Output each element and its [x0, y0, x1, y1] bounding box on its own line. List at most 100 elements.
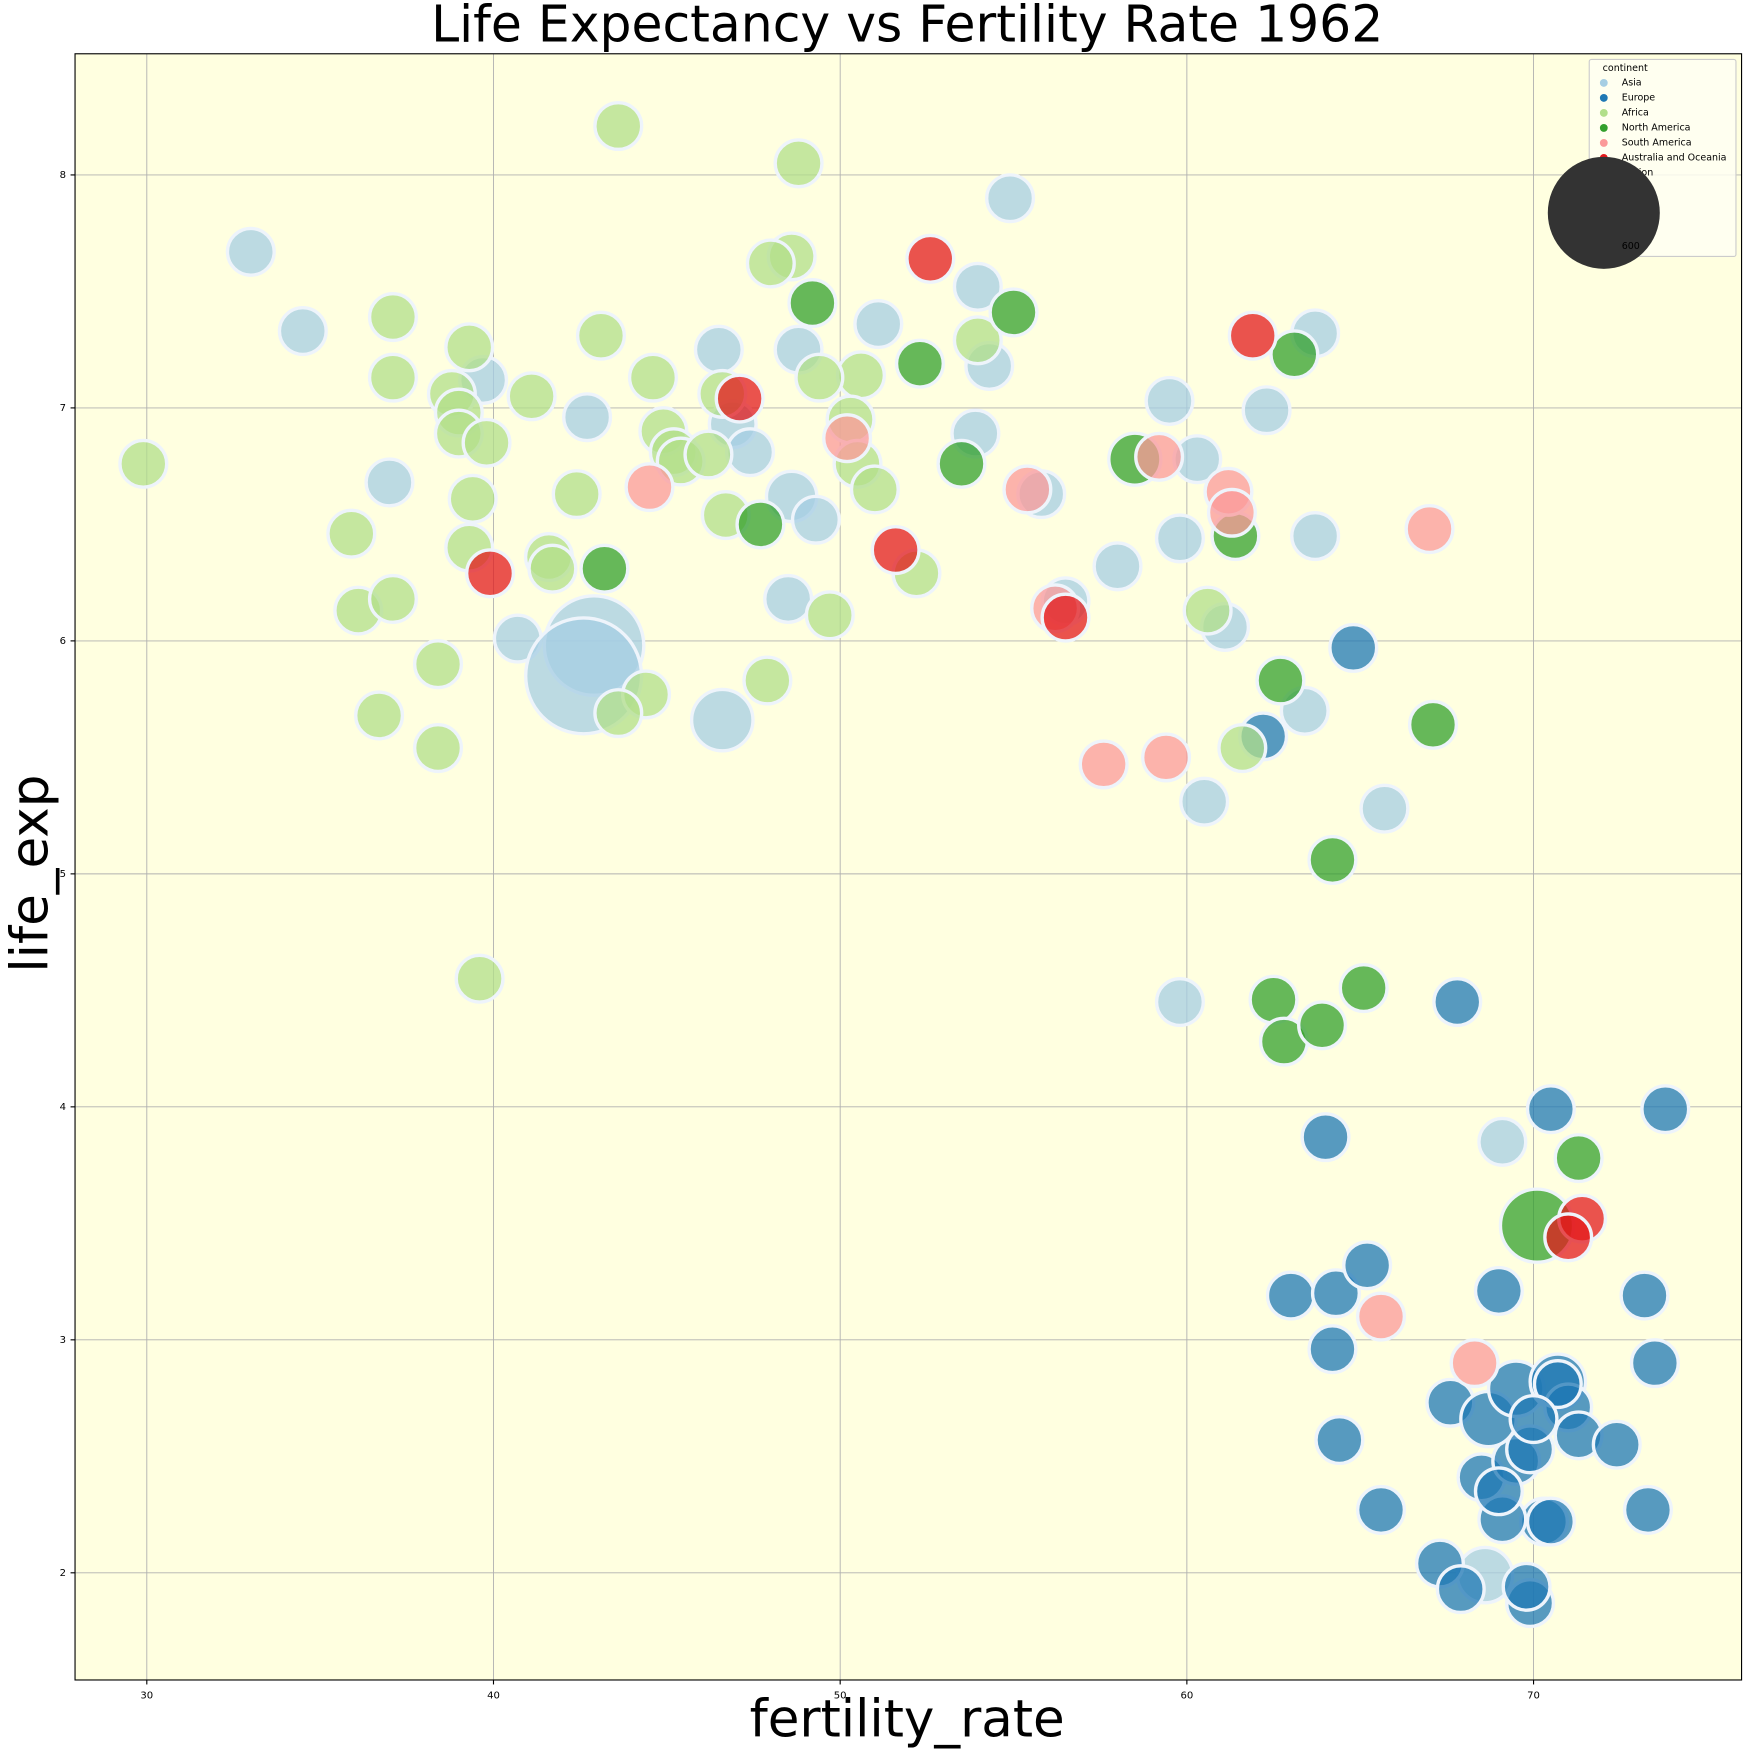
point — [1640, 1084, 1691, 1135]
point — [1435, 1564, 1486, 1615]
point — [367, 352, 418, 403]
point — [1532, 1359, 1583, 1410]
legend-label: Australia and Oceania — [1622, 152, 1727, 163]
x-tick-label: 70 — [1527, 1691, 1540, 1702]
point — [627, 352, 679, 403]
point — [1040, 592, 1091, 643]
point — [822, 413, 873, 464]
point — [835, 350, 887, 401]
point — [1501, 1561, 1552, 1612]
point — [1477, 1116, 1528, 1167]
point — [1338, 962, 1389, 1014]
point — [804, 590, 855, 641]
point — [1002, 464, 1053, 515]
point — [461, 417, 512, 468]
point — [735, 499, 786, 550]
x-tick-label: 30 — [140, 1691, 153, 1702]
point — [985, 173, 1036, 224]
point — [870, 524, 921, 576]
point — [936, 438, 987, 489]
point — [1473, 1265, 1524, 1316]
x-tick-label: 60 — [1180, 1691, 1193, 1702]
point — [1328, 622, 1379, 673]
point — [118, 438, 169, 489]
point — [1543, 1212, 1594, 1263]
point — [693, 324, 744, 375]
point — [1179, 776, 1230, 827]
point — [1078, 739, 1129, 790]
size-legend-label: 600 — [1622, 241, 1640, 252]
point — [1355, 1484, 1407, 1535]
point — [1092, 541, 1143, 592]
point — [1182, 585, 1233, 636]
point — [277, 305, 328, 357]
y-axis-label: life_exp — [1, 775, 61, 973]
point — [1241, 385, 1292, 436]
point — [1310, 1268, 1361, 1319]
point — [790, 494, 841, 545]
point — [506, 371, 557, 422]
point — [1314, 1414, 1365, 1466]
point — [1449, 1338, 1500, 1389]
legend-marker — [1599, 93, 1608, 102]
point — [689, 687, 755, 753]
chart-title: Life Expectancy vs Fertility Rate 1962 — [431, 0, 1383, 54]
y-tick-label: 2 — [60, 1568, 66, 1579]
point — [1300, 1112, 1351, 1163]
point — [364, 457, 415, 508]
point — [1629, 1338, 1680, 1389]
point — [367, 573, 418, 624]
point — [1622, 1484, 1673, 1535]
legend-label: Africa — [1622, 107, 1649, 118]
point — [575, 310, 627, 361]
point — [447, 473, 498, 524]
point — [1206, 487, 1257, 538]
point — [1290, 511, 1341, 562]
legend-marker — [1599, 139, 1608, 147]
point — [444, 322, 495, 373]
point — [1355, 1291, 1407, 1342]
y-tick-label: 7 — [60, 403, 66, 414]
x-axis-label: fertility_rate — [750, 1690, 1065, 1750]
point — [1619, 1270, 1670, 1321]
point — [412, 639, 464, 690]
point — [1553, 1133, 1604, 1184]
point — [742, 655, 793, 706]
point — [1407, 699, 1459, 750]
point — [593, 688, 644, 739]
point — [1307, 834, 1358, 885]
point — [593, 100, 644, 152]
point — [367, 292, 418, 343]
point — [412, 723, 464, 774]
legend-label: Europe — [1622, 92, 1656, 103]
point — [1144, 375, 1195, 426]
point — [1154, 976, 1205, 1028]
point — [745, 238, 796, 289]
point — [763, 573, 814, 624]
point — [905, 233, 956, 284]
point — [1525, 1496, 1576, 1547]
point — [952, 315, 1003, 366]
point — [1248, 974, 1299, 1025]
y-tick-label: 4 — [60, 1102, 66, 1113]
legend-marker — [1599, 108, 1608, 117]
point — [1359, 783, 1410, 834]
point — [551, 469, 602, 520]
point — [1525, 1084, 1576, 1135]
x-tick-label: 50 — [834, 1691, 847, 1702]
point — [1141, 732, 1192, 783]
legend-title: continent — [1603, 63, 1648, 74]
point — [773, 138, 824, 189]
plot-frame — [74, 53, 1743, 1681]
point — [724, 427, 776, 478]
point — [527, 543, 578, 594]
point — [853, 298, 904, 350]
point — [794, 352, 845, 403]
point — [326, 508, 377, 559]
point — [1255, 655, 1306, 706]
point — [1591, 1419, 1642, 1470]
x-tick-label: 40 — [487, 1691, 500, 1702]
point — [1217, 723, 1268, 774]
point — [1154, 513, 1205, 564]
